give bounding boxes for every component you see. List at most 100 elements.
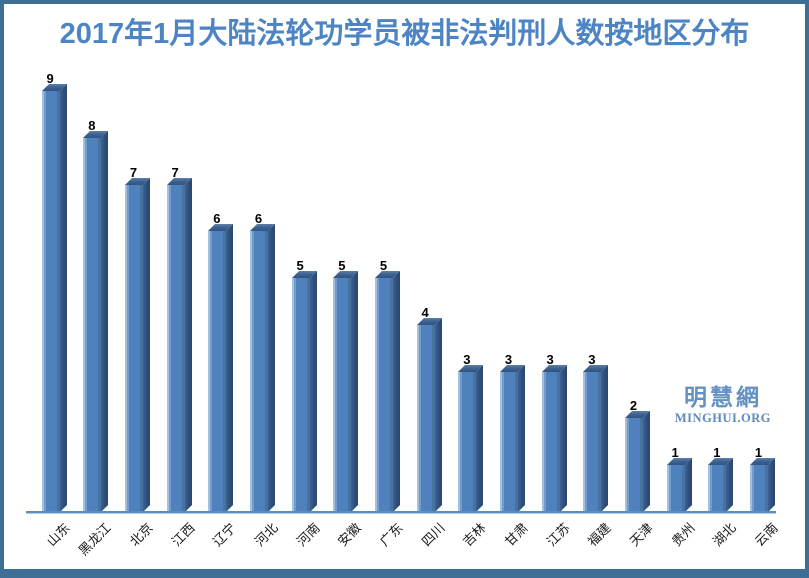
bar-side-face — [559, 365, 567, 512]
bar-front-face — [666, 465, 685, 512]
bar-value-label: 4 — [421, 305, 429, 320]
bar-front-face — [83, 138, 102, 512]
bar-slot-江西: 7 江西 — [151, 84, 197, 549]
bar-slot-北京: 7 北京 — [109, 84, 156, 549]
bar-value-label: 3 — [588, 352, 596, 367]
bar-front-face — [249, 231, 268, 512]
bar-slot-贵州: 1 贵州 — [651, 84, 697, 549]
bar — [416, 318, 442, 512]
bar — [208, 224, 234, 512]
bar-front-face — [291, 278, 310, 512]
watermark-minghui-cjk: 明慧網 — [683, 385, 762, 410]
bar-side-face — [101, 131, 109, 512]
bar-front-face — [374, 278, 393, 512]
bar-slot-四川: 4 四川 — [401, 84, 447, 549]
bar-slot-云南: 1 云南 — [734, 84, 781, 549]
bar-value-label: 1 — [671, 445, 679, 460]
bar-slot-天津: 2 天津 — [609, 84, 656, 549]
x-axis-label: 广东 — [376, 520, 406, 550]
bar-value-label: 6 — [213, 211, 221, 226]
bar-front-face — [333, 278, 352, 512]
bar — [291, 271, 317, 512]
x-axis-label: 四川 — [418, 520, 448, 550]
x-axis-label: 北京 — [126, 520, 156, 550]
x-axis-label: 甘肃 — [501, 520, 531, 550]
x-axis-label: 河南 — [293, 520, 323, 550]
bar-slot-河南: 5 河南 — [276, 84, 322, 549]
bar-slot-河北: 6 河北 — [234, 84, 281, 549]
bar-front-face — [583, 372, 602, 512]
bar-slot-吉林: 3 吉林 — [443, 84, 489, 549]
bar-value-label: 6 — [254, 211, 263, 226]
bar-front-face — [166, 185, 185, 512]
bar-slot-福建: 3 福建 — [568, 84, 614, 549]
bar — [541, 365, 567, 512]
x-axis-label: 湖北 — [710, 520, 740, 550]
bar — [333, 271, 359, 512]
bar-front-face — [416, 325, 435, 512]
bar-value-label: 9 — [46, 71, 54, 86]
bar-value-label: 1 — [754, 445, 763, 460]
bar-slot-湖北: 1 湖北 — [693, 84, 739, 549]
bar — [166, 178, 192, 512]
bar-value-label: 2 — [629, 398, 638, 413]
bar-side-face — [184, 178, 192, 512]
bar-front-face — [41, 91, 60, 512]
plot-area: 9 山东 8 黑龙江 7 北京 7 江西 6 辽宁 6 河北 5 河南 5 安徽 5 广东 4 四川 3 吉林 3 甘肃 3 江苏… — [26, 72, 781, 558]
bar-side-face — [767, 458, 775, 512]
bar-side-face — [392, 271, 400, 512]
bar-front-face — [708, 465, 727, 512]
bar-side-face — [267, 224, 275, 512]
bar — [41, 84, 67, 512]
bar-value-label: 5 — [379, 258, 388, 273]
x-axis-label: 吉林 — [460, 520, 490, 550]
bar-front-face — [624, 418, 643, 512]
bar-front-face — [208, 231, 227, 512]
bar-side-face — [309, 271, 317, 512]
bar-side-face — [601, 365, 609, 512]
bar-value-label: 3 — [463, 352, 471, 367]
x-axis-label: 河北 — [251, 520, 281, 550]
bar-side-face — [476, 365, 484, 512]
bar-value-label: 8 — [88, 118, 96, 133]
x-axis-label: 辽宁 — [210, 520, 240, 550]
bar-value-label: 3 — [504, 352, 513, 367]
bar-slot-安徽: 5 安徽 — [318, 84, 364, 549]
bar-slot-甘肃: 3 甘肃 — [484, 84, 531, 549]
bar-side-face — [517, 365, 525, 512]
bar-side-face — [726, 458, 734, 512]
bar-side-face — [59, 84, 67, 512]
bar — [666, 458, 692, 512]
x-axis-label: 山东 — [43, 520, 73, 550]
x-axis-label: 安徽 — [335, 520, 365, 550]
watermark-minghui-url: MINGHUI.ORG — [674, 411, 771, 425]
bar — [583, 365, 609, 512]
x-axis-label: 黑龙江 — [75, 520, 115, 559]
bar — [374, 271, 400, 512]
x-axis-label: 江苏 — [543, 520, 573, 550]
bar-slot-广东: 5 广东 — [359, 84, 406, 549]
x-axis-label: 江西 — [168, 520, 198, 550]
x-axis-line — [26, 511, 776, 514]
bar — [249, 224, 275, 512]
chart-title: 2017年1月大陆法轮功学员被非法判刑人数按地区分布 — [59, 18, 750, 50]
bar — [624, 411, 650, 512]
bar-front-face — [541, 372, 560, 512]
bar-side-face — [351, 271, 359, 512]
x-axis-label: 云南 — [751, 520, 781, 550]
bar-slot-山东: 9 山东 — [26, 72, 72, 549]
bar-slot-江苏: 3 江苏 — [526, 84, 572, 549]
bar — [124, 178, 150, 512]
bar-side-face — [642, 411, 650, 512]
x-axis-label: 天津 — [626, 520, 656, 550]
bar-slot-辽宁: 6 辽宁 — [193, 84, 239, 549]
bar — [749, 458, 775, 512]
bar-value-label: 3 — [546, 352, 554, 367]
bar-front-face — [458, 372, 477, 512]
bar-value-label: 1 — [713, 445, 721, 460]
bar — [499, 365, 525, 512]
bar — [458, 365, 484, 512]
bar-value-label: 7 — [129, 165, 138, 180]
bar-front-face — [499, 372, 518, 512]
